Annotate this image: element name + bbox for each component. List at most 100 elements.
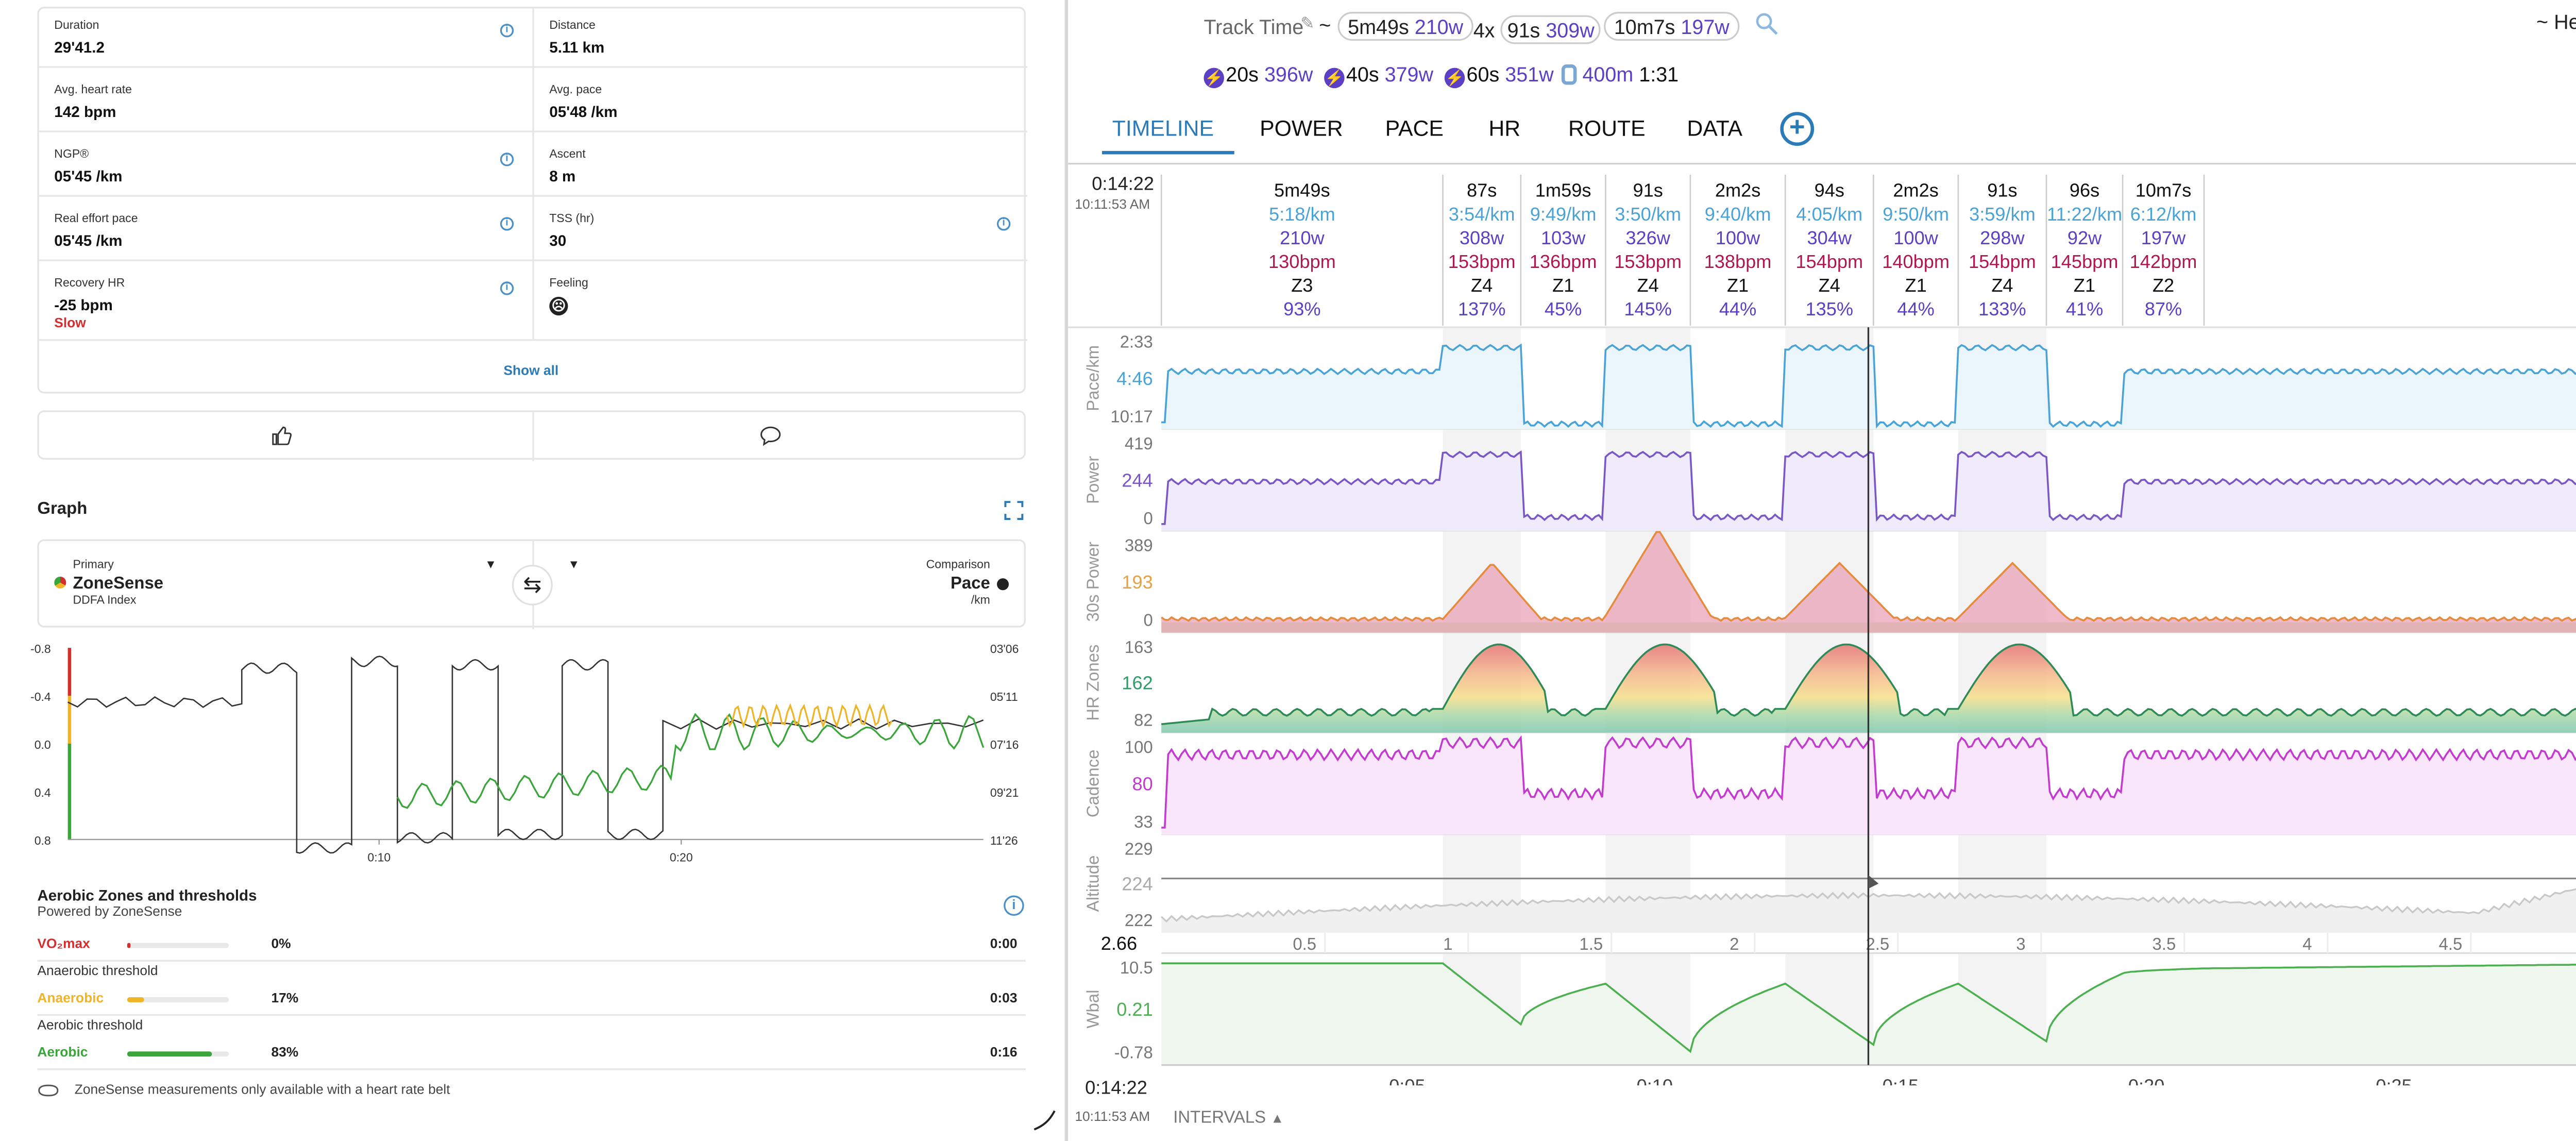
tab-timeline[interactable]: TIMELINE [1112,115,1214,141]
row-mid-value: 193 [1122,572,1153,593]
wbal-line [1161,962,2576,1053]
intervals-toggle[interactable]: INTERVALS ▲ [1173,1109,1284,1128]
bolt-icon: ⚡ [1444,68,1465,89]
pace-line [1161,343,2576,429]
tab-data[interactable]: DATA [1687,115,1743,141]
interval-hr: 142bpm [2130,251,2197,272]
zones-info-icon[interactable]: i [1004,895,1024,916]
interval-hr: 154bpm [1969,251,2036,272]
interval-z: Z1 [1905,275,1926,296]
interval-hr: 140bpm [1882,251,1950,272]
time-tick: 0:10 [1637,1075,1673,1085]
interval-pace: 3:59/km [1969,204,2036,225]
interval-pace: 3:50/km [1615,204,1681,225]
stat-label: Feeling [549,278,588,290]
stat-ngp-: NGP® 05'45 /km [54,149,122,185]
tab-route[interactable]: ROUTE [1568,115,1646,141]
interval-pace: 11:22/km [2047,204,2122,225]
interval-dur: 87s [1467,180,1497,201]
right-tick: 09'21 [990,786,1019,799]
time-tick: 0:25 [2376,1075,2412,1085]
interval-w: 298w [1980,227,2025,248]
zonesense-graph[interactable]: -0.8 -0.4 0.0 0.4 0.8 03'06 05'11 07'16 09'21 11'… [0,636,1065,865]
timeline-chart[interactable]: 5m49s5:18/km210w130bpmZ393%87s3:54/km308… [1068,170,2576,1085]
sad-face-icon: ☹ [549,296,588,316]
row-top-value: 229 [1125,840,1153,859]
chevron-down-icon[interactable]: ▼ [568,559,580,572]
info-icon[interactable]: i [996,217,1011,231]
interval-pct: 44% [1719,298,1756,320]
swap-icon[interactable]: ⇆ [512,564,553,606]
panel-divider [1064,0,1069,1141]
comment-icon[interactable] [759,426,782,446]
power30-area [1161,532,2576,633]
tab-hr[interactable]: HR [1488,115,1521,141]
row-bot-value: 82 [1134,710,1153,729]
power30-line [1161,531,2576,622]
tab-power[interactable]: POWER [1260,115,1343,141]
stat-avg-pace: Avg. pace 05'48 /km [549,85,617,121]
track-time-label[interactable]: Track Time [1204,15,1304,39]
stat-sub: Slow [54,315,86,331]
power-line [1161,450,2576,525]
chip-warmup[interactable]: 5m49s 210w [1337,12,1473,41]
show-all-link[interactable]: Show all [503,363,559,378]
left-tick: 0.4 [35,786,51,799]
interval-w: 103w [1541,227,1586,248]
watch-icon [1561,64,1577,85]
info-icon[interactable]: i [500,24,514,38]
tab-pace[interactable]: PACE [1385,115,1444,141]
interval-dur: 91s [1987,180,2017,201]
stat-label: Ascent [549,149,586,161]
time-tick: 0:20 [2128,1075,2164,1085]
row-mid-value: 224 [1122,874,1153,895]
interval-pct: 93% [1283,298,1320,320]
primary-sub: DDFA Index [73,595,137,608]
stat-value: 05'48 /km [549,103,618,121]
cursor-clock: 10:11:53 AM [1075,196,1150,212]
distance-tick: 2.5 [1866,934,1889,953]
distance-tick: 3.5 [2153,934,2176,953]
stat-avg-heart-rate: Avg. heart rate 142 bpm [54,85,132,121]
info-icon[interactable]: i [500,281,514,295]
interval-w: 326w [1625,227,1670,248]
add-tab-icon[interactable]: + [1780,112,1815,146]
interval-pct: 145% [1624,298,1672,320]
interval-pace: 9:49/km [1530,204,1597,225]
search-icon[interactable] [1755,12,1778,36]
bolt-icon: ⚡ [1204,68,1224,89]
bottom-clock: 10:11:53 AM [1075,1109,1150,1125]
interval-dur: 94s [1815,180,1844,201]
primary-value[interactable]: ZoneSense [73,575,164,594]
zone-time: 0:16 [990,1045,1018,1060]
interval-hr: 145bpm [2051,251,2119,272]
interval-w: 92w [2067,227,2102,248]
info-icon[interactable]: i [500,217,514,231]
zone-name: Aerobic [37,1045,88,1060]
distance-tick: 3 [2016,934,2025,953]
distance-cursor: 2.66 [1101,933,1137,954]
interval-z: Z1 [2074,275,2095,296]
interval-dur: 91s [1633,180,1663,201]
row-label: HR Zones [1083,645,1102,721]
interval-dur: 10m7s [2136,180,2192,201]
expand-icon[interactable] [1004,500,1024,521]
edit-pencil-icon[interactable]: ✎ [1300,15,1315,34]
interval-w: 308w [1460,227,1504,248]
zones-title: Aerobic Zones and thresholds [37,887,257,904]
stat-value: 05'45 /km [54,167,123,185]
chip-cooldown[interactable]: 10m7s 197w [1604,12,1740,41]
stat-value: 142 bpm [54,103,116,121]
comparison-value[interactable]: Pace [950,575,990,594]
interval-pct: 41% [2066,298,2103,320]
stat-value: 5.11 km [549,39,605,56]
interval-z: Z4 [1637,275,1659,296]
comparison-dot-icon [996,578,1009,591]
info-icon[interactable]: i [500,153,514,166]
chevron-down-icon[interactable]: ▼ [485,559,497,572]
zone-progress-track [127,997,229,1002]
row-bot-value: 10:17 [1110,407,1153,426]
thumbs-up-icon[interactable] [272,426,292,446]
chip-intervals[interactable]: 4x 91s 309w [1473,15,1601,44]
zone-name: VO₂max [37,936,90,952]
